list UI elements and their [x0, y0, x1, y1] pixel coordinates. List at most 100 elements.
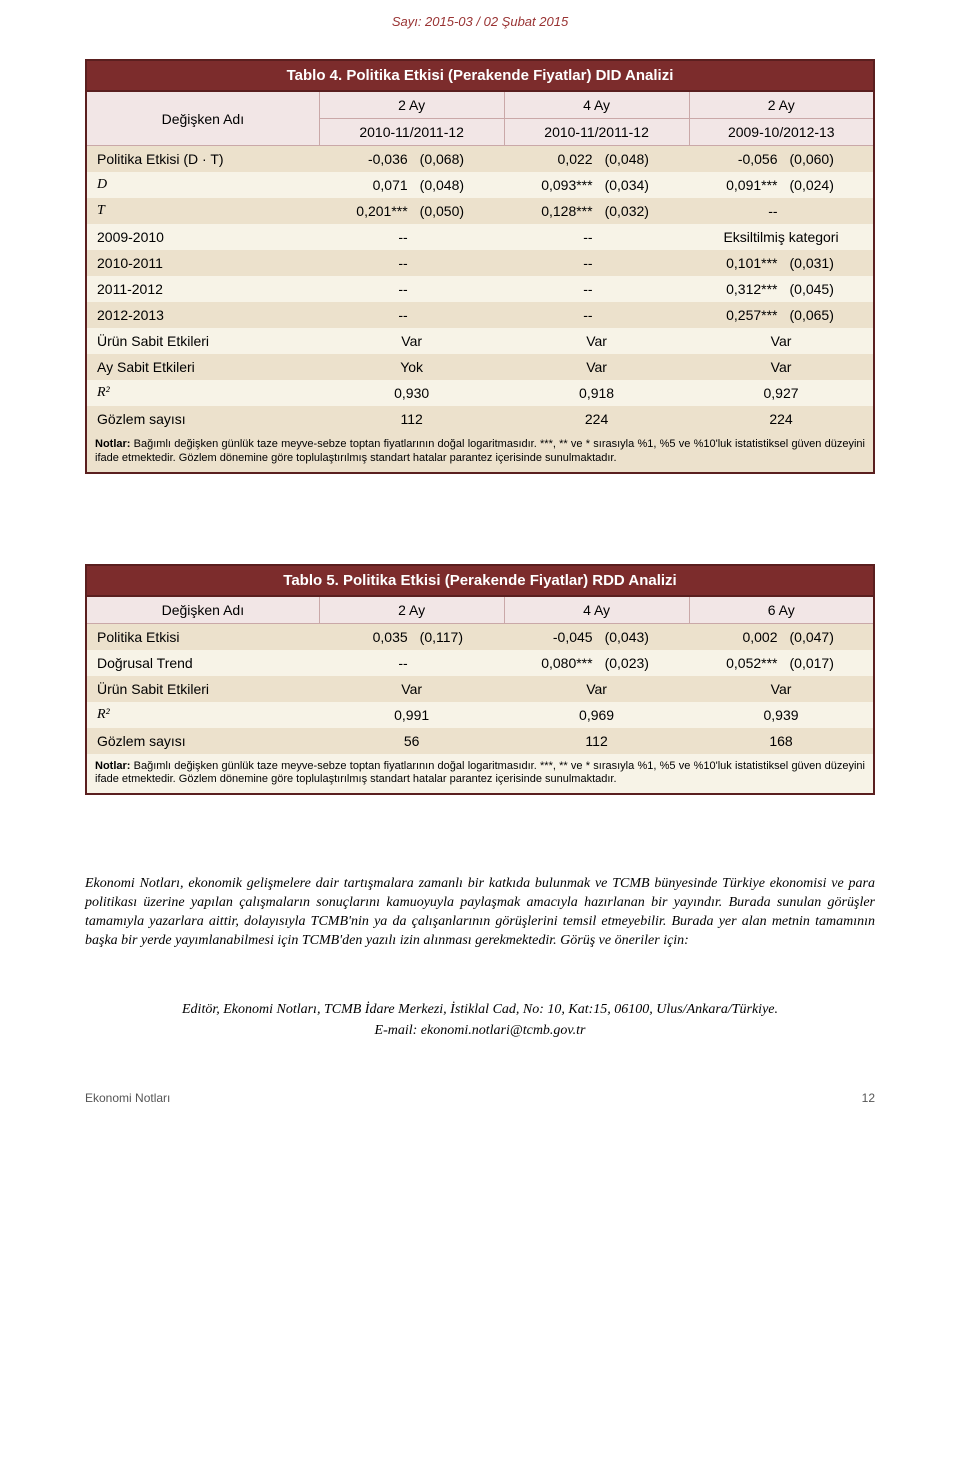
page-foot-left: Ekonomi Notları: [85, 1091, 170, 1105]
col-sub: 2009-10/2012-13: [689, 119, 874, 146]
cell-value: 0,312***: [689, 276, 785, 302]
cell-value: 0,101***: [689, 250, 785, 276]
cell-value: 0,991: [319, 702, 504, 728]
cell-paren: [416, 650, 504, 676]
cell-value: 56: [319, 728, 504, 754]
footer-email: E-mail: ekonomi.notlari@tcmb.gov.tr: [0, 1020, 960, 1041]
row-label: Ürün Sabit Etkileri: [86, 328, 319, 354]
cell-value: -0,056: [689, 146, 785, 173]
table-row: 2011-2012----0,312***(0,045): [86, 276, 874, 302]
cell-paren: (0,047): [786, 623, 874, 650]
cell-value: --: [319, 276, 415, 302]
cell-value: --: [319, 650, 415, 676]
table-row: R²0,9300,9180,927: [86, 380, 874, 406]
cell-value: 0,002: [689, 623, 785, 650]
cell-paren: (0,034): [601, 172, 689, 198]
cell-value: Var: [504, 676, 689, 702]
footer-paragraph: Ekonomi Notları, ekonomik gelişmelere da…: [0, 825, 960, 971]
cell-paren: (0,068): [416, 146, 504, 173]
row-label: Gözlem sayısı: [86, 406, 319, 432]
cell-value: --: [319, 224, 415, 250]
table-5-notes: Notlar: Bağımlı değişken günlük taze mey…: [86, 754, 874, 795]
cell-paren: (0,031): [786, 250, 874, 276]
table-4: Tablo 4. Politika Etkisi (Perakende Fiya…: [85, 59, 875, 474]
cell-value: 0,930: [319, 380, 504, 406]
cell-paren: (0,023): [601, 650, 689, 676]
row-label: Doğrusal Trend: [86, 650, 319, 676]
cell-paren: [416, 250, 504, 276]
row-label: 2010-2011: [86, 250, 319, 276]
cell-value: 0,071: [319, 172, 415, 198]
cell-paren: (0,045): [786, 276, 874, 302]
row-label: Politika Etkisi: [86, 623, 319, 650]
col-sub: 2010-11/2011-12: [319, 119, 504, 146]
cell-value: 0,022: [504, 146, 600, 173]
cell-value: 0,927: [689, 380, 874, 406]
cell-paren: (0,024): [786, 172, 874, 198]
cell-value: 0,257***: [689, 302, 785, 328]
cell-paren: (0,050): [416, 198, 504, 224]
row-label: T: [86, 198, 319, 224]
table-4-title: Tablo 4. Politika Etkisi (Perakende Fiya…: [86, 60, 874, 91]
cell-value: 0,091***: [689, 172, 785, 198]
table-row: D0,071(0,048)0,093***(0,034)0,091***(0,0…: [86, 172, 874, 198]
table-row: Gözlem sayısı56112168: [86, 728, 874, 754]
cell-paren: [601, 224, 689, 250]
cell-paren: (0,117): [416, 623, 504, 650]
table-row: Ay Sabit EtkileriYokVarVar: [86, 354, 874, 380]
table-row: 2009-2010----Eksiltilmiş kategori: [86, 224, 874, 250]
table-row: Doğrusal Trend--0,080***(0,023)0,052***(…: [86, 650, 874, 676]
cell-value: 168: [689, 728, 874, 754]
table-row: 2010-2011----0,101***(0,031): [86, 250, 874, 276]
cell-value: --: [504, 250, 600, 276]
table-row: Gözlem sayısı112224224: [86, 406, 874, 432]
cell-value: 0,128***: [504, 198, 600, 224]
cell-paren: [416, 276, 504, 302]
table-row: 2012-2013----0,257***(0,065): [86, 302, 874, 328]
cell-value: --: [319, 302, 415, 328]
row-label: R²: [86, 380, 319, 406]
cell-value: --: [504, 224, 600, 250]
col-group: 2 Ay: [319, 596, 504, 624]
cell-value: Var: [689, 328, 874, 354]
page-foot-right: 12: [862, 1091, 875, 1105]
row-label: 2009-2010: [86, 224, 319, 250]
table-row: T0,201***(0,050)0,128***(0,032)--: [86, 198, 874, 224]
cell-value: Yok: [319, 354, 504, 380]
cell-value: 0,918: [504, 380, 689, 406]
col-group: 4 Ay: [504, 91, 689, 119]
footer-editor: Editör, Ekonomi Notları, TCMB İdare Merk…: [0, 999, 960, 1020]
cell-value: Var: [689, 676, 874, 702]
cell-value: 112: [504, 728, 689, 754]
cell-paren: (0,043): [601, 623, 689, 650]
row-label: D: [86, 172, 319, 198]
row-label: Gözlem sayısı: [86, 728, 319, 754]
notes-text: Bağımlı değişken günlük taze meyve-sebze…: [95, 760, 865, 786]
table-row: R²0,9910,9690,939: [86, 702, 874, 728]
cell-value: 0,080***: [504, 650, 600, 676]
cell-paren: (0,017): [786, 650, 874, 676]
notes-label: Notlar:: [95, 760, 130, 772]
cell-value: 224: [504, 406, 689, 432]
cell-value: Var: [319, 328, 504, 354]
cell-paren: [416, 302, 504, 328]
col-sub: 2010-11/2011-12: [504, 119, 689, 146]
cell-paren: [786, 198, 874, 224]
table-4-notes: Notlar: Bağımlı değişken günlük taze mey…: [86, 432, 874, 473]
cell-value: Var: [504, 328, 689, 354]
cell-value: Eksiltilmiş kategori: [689, 224, 874, 250]
var-label: Değişken Adı: [86, 91, 319, 146]
issue-header: Sayı: 2015-03 / 02 Şubat 2015: [0, 0, 960, 59]
cell-value: --: [504, 302, 600, 328]
cell-value: 0,093***: [504, 172, 600, 198]
cell-paren: [601, 276, 689, 302]
cell-value: --: [504, 276, 600, 302]
cell-paren: (0,048): [416, 172, 504, 198]
cell-value: -0,045: [504, 623, 600, 650]
cell-value: Var: [689, 354, 874, 380]
cell-paren: (0,048): [601, 146, 689, 173]
cell-value: Var: [504, 354, 689, 380]
cell-value: 0,939: [689, 702, 874, 728]
cell-value: Var: [319, 676, 504, 702]
cell-value: 0,201***: [319, 198, 415, 224]
